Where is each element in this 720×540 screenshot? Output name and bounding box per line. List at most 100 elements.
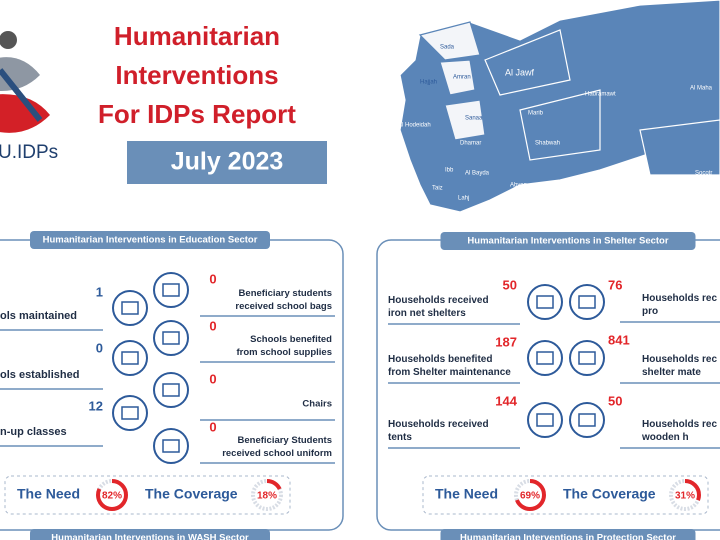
section-title: Humanitarian Interventions in Shelter Se…	[467, 236, 668, 247]
icon-glyph	[578, 295, 596, 309]
title-line: Humanitarian	[114, 21, 280, 51]
item-label: pro	[642, 306, 658, 317]
item-value: 841	[608, 332, 630, 347]
icon-glyph	[536, 295, 554, 309]
ring-label: 69%	[520, 491, 540, 502]
icon-glyph	[162, 439, 180, 453]
map	[399, 0, 720, 213]
map-label: Hajjah	[420, 80, 437, 86]
map-label: Al Maha	[690, 86, 713, 92]
ring-label: 18%	[257, 491, 277, 502]
map-label: Shabwah	[535, 141, 560, 147]
section-title: Humanitarian Interventions in Protection…	[460, 533, 676, 540]
item-value: 0	[209, 318, 216, 333]
section-title: Humanitarian Interventions in WASH Secto…	[51, 533, 249, 540]
item-value: 50	[608, 393, 622, 408]
item-label: shelter mate	[642, 367, 701, 378]
section-title: Humanitarian Interventions in Education …	[43, 235, 258, 246]
map-label: Al Jawf	[505, 67, 535, 77]
item-label: Households rec	[642, 293, 717, 304]
map-label: Socotr	[695, 171, 712, 177]
icon	[569, 284, 605, 320]
item-label: ols established	[0, 369, 79, 381]
icon	[153, 428, 189, 464]
item-label: Households received	[388, 295, 489, 306]
ring-label: 82%	[102, 491, 122, 502]
item-label: Beneficiary Students	[238, 435, 333, 446]
map-label: Amran	[453, 75, 471, 81]
icon-glyph	[162, 283, 180, 297]
title-line: Interventions	[115, 60, 278, 90]
item-value: 144	[495, 393, 517, 408]
section-pill	[30, 529, 270, 540]
ring-track	[251, 479, 283, 511]
map-label: Sanaa	[465, 116, 483, 122]
item-label: wooden h	[641, 432, 689, 443]
item-label: from Shelter maintenance	[388, 367, 511, 378]
icon-glyph	[536, 413, 554, 427]
icon	[569, 402, 605, 438]
icon-glyph	[121, 406, 139, 420]
map-label: Al Hodeidah	[398, 123, 431, 129]
icon	[153, 272, 189, 308]
need-label: The Need	[17, 486, 80, 502]
item-label: from school supplies	[236, 347, 332, 358]
item-value: 50	[503, 277, 517, 292]
item-value: 187	[495, 334, 517, 349]
icon-glyph	[536, 351, 554, 365]
icon-glyph	[162, 383, 180, 397]
map-label: Sada	[440, 45, 455, 51]
item-label: Households benefited	[388, 354, 492, 365]
item-label: tents	[388, 432, 412, 443]
shelter-panel	[376, 239, 720, 531]
icon-glyph	[121, 351, 139, 365]
item-value: 0	[209, 271, 216, 286]
icon-glyph	[578, 413, 596, 427]
item-value: 0	[209, 371, 216, 386]
item-label: Chairs	[302, 399, 332, 410]
need-box	[422, 475, 709, 515]
need-box	[4, 475, 291, 515]
section-pill	[440, 529, 696, 540]
icon	[569, 340, 605, 376]
map-label: Ibb	[445, 168, 454, 174]
ring-label: 31%	[675, 491, 695, 502]
map-label: Al Bayda	[465, 171, 490, 177]
ring-value	[96, 479, 128, 511]
icon-glyph	[121, 301, 139, 315]
icon	[527, 284, 563, 320]
logo	[0, 31, 50, 133]
icon-glyph	[578, 351, 596, 365]
logo-text: U.IDPs	[0, 142, 58, 163]
ring-value	[514, 479, 546, 511]
item-label: Households rec	[642, 354, 717, 365]
icon	[112, 395, 148, 431]
icon-glyph	[162, 331, 180, 345]
section-pill	[30, 231, 270, 249]
item-label: Schools benefited	[250, 334, 332, 345]
item-label: Households received	[388, 419, 489, 430]
item-value: 0	[96, 340, 103, 355]
item-value: 76	[608, 277, 622, 292]
map-label: Dhamar	[460, 141, 481, 147]
icon	[153, 372, 189, 408]
icon	[527, 402, 563, 438]
coverage-label: The Coverage	[563, 486, 656, 502]
item-label: ols maintained	[0, 310, 77, 322]
section-pill	[440, 232, 696, 250]
item-value: 1	[96, 284, 103, 299]
icon	[153, 320, 189, 356]
item-label: iron net shelters	[388, 308, 466, 319]
need-label: The Need	[435, 486, 498, 502]
icon	[112, 290, 148, 326]
item-label: Beneficiary students	[239, 288, 332, 299]
map-label: Marib	[528, 111, 544, 117]
item-label: Households rec	[642, 419, 717, 430]
map-label: Abyan	[510, 183, 527, 189]
item-label: n-up classes	[0, 426, 67, 438]
map-label: Hadramawt	[585, 92, 616, 98]
map-label: Lahj	[458, 196, 469, 202]
ring-value	[669, 479, 701, 511]
